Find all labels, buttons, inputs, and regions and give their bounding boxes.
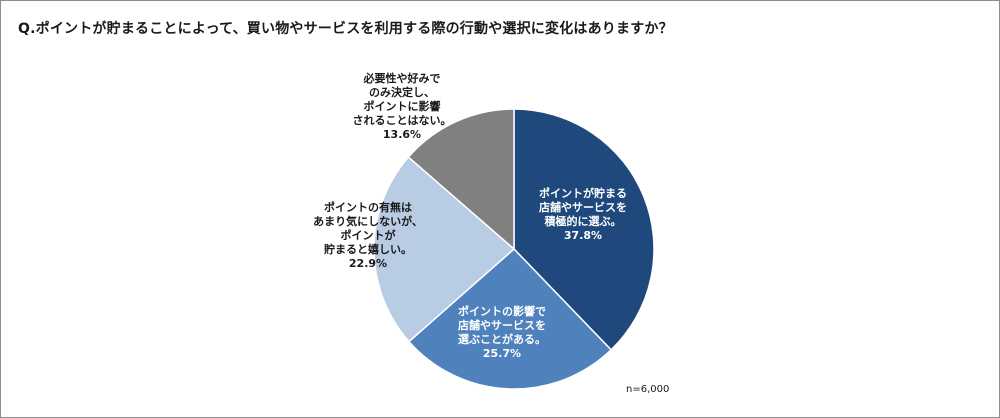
slice-label-1: ポイントが貯まる店舗やサービスを積極的に選ぶ。 37.8% [539, 186, 627, 242]
slice-label-line: ポイントに影響 [364, 99, 441, 113]
pie-slice-2 [407, 247, 613, 390]
slice-percent-label: 13.6% [383, 128, 421, 141]
pie-slice-3 [373, 156, 516, 343]
slice-label-line: 必要性や好みで [363, 71, 441, 85]
slice-percent-label: 37.8% [564, 229, 602, 242]
slice-percent-label: 25.7% [483, 347, 521, 360]
slice-label-line: ポイントが貯まる [539, 186, 627, 200]
slice-label-line: 選ぶことがある。 [458, 332, 546, 346]
slice-label-line: されることはない。 [353, 114, 452, 127]
slice-percent-label: 22.9% [349, 257, 387, 270]
slice-label-line: 貯まると嬉しい。 [324, 242, 412, 256]
slice-label-line: 積極的に選ぶ。 [544, 214, 622, 228]
slice-label-line: あまり気にしないが、 [313, 214, 423, 228]
pie-slice-4 [407, 108, 515, 251]
slice-label-line: 店舗やサービスを [458, 318, 546, 332]
slice-label-2: ポイントの影響で店舗やサービスを選ぶことがある。 25.7% [458, 304, 546, 360]
slice-label-4: 必要性や好みでのみ決定し、ポイントに影響されることはない。 13.6% [353, 71, 452, 141]
chart-title: Q.ポイントが貯まることによって、買い物やサービスを利用する際の行動や選択に変化… [18, 21, 673, 37]
slice-label-3: ポイントの有無はあまり気にしないが、ポイントが貯まると嬉しい。 22.9% [313, 200, 423, 270]
slice-label-line: のみ決定し、 [369, 85, 435, 99]
slice-label-line: ポイントの影響で [458, 304, 546, 318]
sample-size-note: n=6,000 [626, 384, 670, 395]
slice-label-line: ポイントの有無は [324, 200, 412, 214]
pie-slice-1 [513, 108, 655, 351]
slice-label-line: 店舗やサービスを [539, 200, 627, 214]
slice-label-line: ポイントが [341, 228, 396, 242]
